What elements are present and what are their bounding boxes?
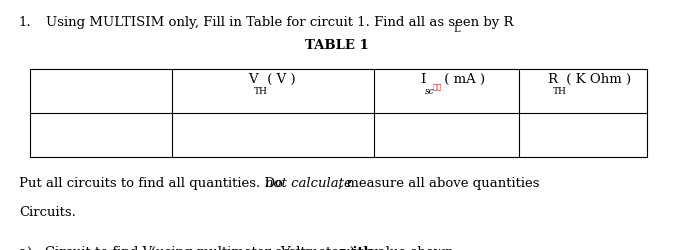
Text: ✱: ✱: [436, 82, 441, 90]
Text: , measure all above quantities: , measure all above quantities: [338, 176, 539, 189]
Text: ( K Ohm ): ( K Ohm ): [562, 72, 631, 86]
Text: Circuits.: Circuits.: [19, 205, 75, 218]
Text: value shown: value shown: [366, 245, 454, 250]
Text: L: L: [453, 25, 460, 34]
Text: sc: sc: [425, 86, 435, 95]
Text: ( V ): ( V ): [264, 72, 296, 86]
Text: R: R: [547, 72, 557, 86]
Text: ( mA ): ( mA ): [439, 72, 485, 86]
Text: TABLE 1: TABLE 1: [305, 39, 369, 52]
Text: ✱: ✱: [432, 82, 437, 90]
Text: Put all circuits to find all quantities. Do: Put all circuits to find all quantities.…: [19, 176, 287, 189]
Text: I: I: [420, 72, 425, 86]
Text: TH: TH: [553, 86, 566, 95]
Text: with: with: [342, 245, 373, 250]
Text: not calculate: not calculate: [265, 176, 352, 189]
Text: 1.: 1.: [19, 16, 32, 29]
Text: (using multimeter as a: (using multimeter as a: [152, 245, 307, 250]
Text: Voltmeter ): Voltmeter ): [280, 245, 355, 250]
Text: V: V: [248, 72, 258, 86]
Text: Using MULTISIM only, Fill in Table for circuit 1. Find all as seen by R: Using MULTISIM only, Fill in Table for c…: [46, 16, 514, 29]
Text: TH: TH: [254, 86, 268, 95]
Text: a)   Circuit to find V: a) Circuit to find V: [19, 245, 152, 250]
